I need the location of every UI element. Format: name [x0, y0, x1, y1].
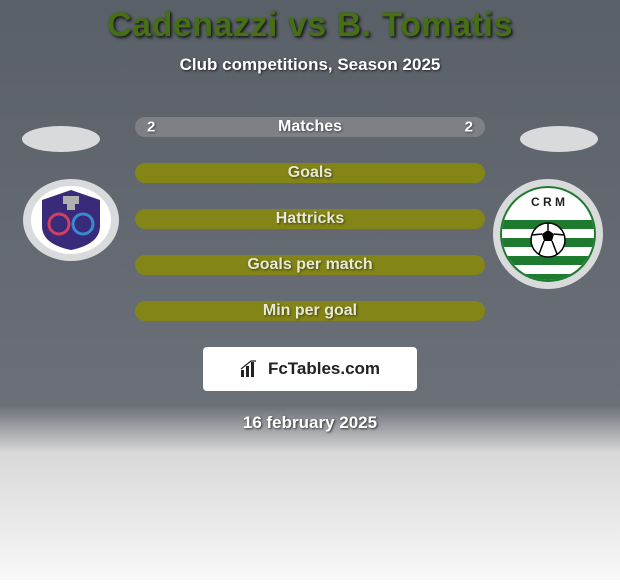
- stat-rows: Matches 2 2 Goals Hattricks Goals per match Mi…: [135, 117, 485, 321]
- stat-row: Goals per match: [135, 255, 485, 275]
- stat-value-right: 2: [465, 119, 473, 136]
- stat-label: Hattricks: [276, 210, 344, 228]
- watermark: FcTables.com: [203, 347, 417, 391]
- stat-label: Min per goal: [263, 302, 357, 320]
- stat-label: Matches: [278, 118, 342, 136]
- subtitle: Club competitions, Season 2025: [180, 55, 441, 75]
- page-title: Cadenazzi vs B. Tomatis: [107, 6, 513, 45]
- stat-row: Goals: [135, 163, 485, 183]
- stat-value-left: 2: [147, 119, 155, 136]
- stat-row: Matches 2 2: [135, 117, 485, 137]
- stat-label: Goals: [288, 164, 332, 182]
- stat-row: Hattricks: [135, 209, 485, 229]
- stat-label: Goals per match: [247, 256, 372, 274]
- stat-row: Min per goal: [135, 301, 485, 321]
- bars-icon: [240, 360, 262, 378]
- date-label: 16 february 2025: [243, 413, 377, 433]
- watermark-label: FcTables.com: [268, 359, 380, 379]
